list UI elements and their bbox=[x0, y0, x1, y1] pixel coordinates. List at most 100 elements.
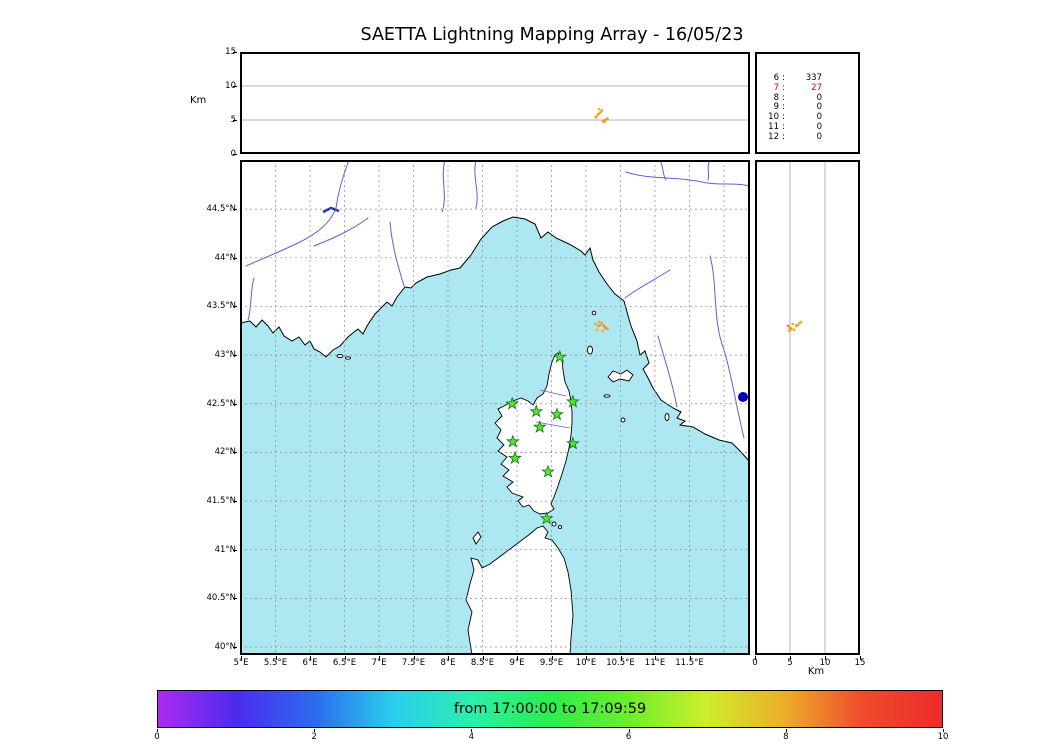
tick-mark bbox=[655, 656, 656, 660]
tick-mark bbox=[825, 656, 826, 660]
mediterranean-sea bbox=[240, 217, 750, 655]
lightning-source-dot bbox=[597, 324, 600, 328]
tick-mark bbox=[233, 403, 237, 405]
lightning-source-dot bbox=[597, 112, 600, 116]
map-border bbox=[240, 160, 750, 655]
lma-station-star bbox=[566, 394, 580, 408]
lightning-source-dot bbox=[791, 322, 795, 326]
lightning-source-dot bbox=[601, 329, 604, 333]
lightning-source-dot bbox=[796, 323, 800, 327]
tick-mark bbox=[241, 656, 242, 660]
lma-station-star bbox=[506, 434, 520, 448]
altitude-tick-label: 15 bbox=[225, 47, 236, 57]
lon-tick-label: 6°E bbox=[302, 658, 318, 668]
tick-mark bbox=[344, 656, 346, 660]
tick-mark bbox=[233, 257, 237, 259]
tick-mark bbox=[233, 598, 237, 600]
tick-mark bbox=[275, 656, 277, 660]
tick-mark bbox=[233, 452, 237, 454]
tick-mark bbox=[233, 501, 237, 503]
tick-mark bbox=[785, 729, 787, 732]
station-count-cell: : bbox=[782, 73, 785, 83]
lightning-source-dot bbox=[790, 327, 793, 331]
river-alpine-2 bbox=[474, 160, 478, 209]
lightning-source-dot bbox=[597, 320, 601, 324]
lma-station-star bbox=[550, 407, 564, 421]
station-count-cell: 10 bbox=[768, 112, 779, 123]
lma-station-star bbox=[541, 464, 555, 478]
sardinia-island bbox=[465, 525, 574, 655]
map-panel bbox=[240, 160, 750, 655]
lat-tick-label: 41.5°N bbox=[206, 496, 236, 507]
corsica-river-golo bbox=[539, 389, 567, 397]
altitude-vs-longitude-panel bbox=[240, 52, 750, 154]
lat-tick-label: 40.5°N bbox=[206, 593, 236, 604]
tick-mark bbox=[233, 120, 237, 121]
station-count-row: 12: 0 bbox=[757, 131, 858, 143]
station-count-cell: 0 bbox=[816, 92, 822, 103]
lightning-source-dot bbox=[595, 114, 599, 118]
lightning-source-dot bbox=[606, 327, 609, 331]
lon-tick-label: 10°E bbox=[575, 658, 597, 668]
tick-mark bbox=[790, 656, 791, 660]
map-gridlines bbox=[240, 160, 750, 655]
tick-mark bbox=[233, 355, 237, 357]
tick-mark bbox=[233, 647, 237, 648]
station-count-row: 7: 27 bbox=[757, 83, 858, 94]
time-colorbar: from 17:00:00 to 17:09:59 bbox=[157, 690, 943, 728]
tick-mark bbox=[471, 729, 473, 732]
lightning-source-dot bbox=[599, 111, 602, 114]
tick-mark bbox=[233, 154, 237, 155]
tick-mark bbox=[448, 656, 449, 660]
lon-tick-label: 8°E bbox=[440, 658, 456, 668]
station-count-cell: 0 bbox=[816, 131, 822, 142]
tick-mark bbox=[233, 209, 237, 211]
giglio-island bbox=[664, 413, 670, 421]
colorbar-tick-label: 4 bbox=[468, 732, 475, 742]
lightning-source-dot bbox=[792, 328, 796, 332]
lightning-source-dot bbox=[595, 328, 599, 332]
lon-tick-label: 11.5°E bbox=[675, 658, 704, 668]
station-count-row: 8: 0 bbox=[757, 92, 858, 104]
tick-mark bbox=[551, 656, 553, 660]
station-count-cell: 8 bbox=[773, 92, 779, 103]
tick-mark bbox=[482, 656, 484, 660]
panel-background bbox=[755, 160, 860, 655]
mainland-coastline bbox=[240, 216, 750, 463]
panel-border bbox=[755, 160, 860, 655]
right-altitude-tick-label: 10 bbox=[819, 658, 831, 668]
right-altitude-tick-label: 0 bbox=[752, 658, 758, 668]
tick-mark bbox=[413, 656, 415, 660]
colorbar-time-range-label: from 17:00:00 to 17:09:59 bbox=[453, 701, 647, 717]
station-count-cell: 0 bbox=[816, 102, 822, 113]
river-rhone-branch bbox=[247, 277, 255, 321]
altitude-vs-latitude-panel bbox=[755, 160, 860, 655]
lat-tick-label: 43°N bbox=[214, 350, 236, 361]
station-count-row: 11: 0 bbox=[757, 121, 858, 133]
station-count-cell: 0 bbox=[816, 121, 822, 132]
station-count-row: 9: 0 bbox=[757, 103, 858, 113]
lat-tick-label: 44.5°N bbox=[206, 204, 236, 215]
lightning-source-dot bbox=[787, 329, 791, 333]
lightning-source-dot bbox=[799, 320, 803, 324]
right-altitude-tick-label: 15 bbox=[854, 658, 866, 668]
tick-mark bbox=[755, 656, 756, 660]
station-count-cell: 9 bbox=[773, 102, 779, 113]
tick-mark bbox=[379, 656, 380, 660]
river-po bbox=[625, 171, 750, 187]
lma-station-star bbox=[508, 450, 522, 465]
lma-station-star bbox=[552, 349, 567, 363]
capraia-island bbox=[587, 345, 593, 355]
station-count-rows: 6: 337 7: 27 8: 0 9: 0 10: 0 11: 0 12: 0 bbox=[757, 73, 858, 143]
lake-bolsena bbox=[738, 392, 748, 402]
montecristo-island bbox=[620, 417, 626, 423]
river-ombrone bbox=[657, 335, 678, 408]
islands bbox=[336, 310, 670, 655]
lightning-source-dot bbox=[594, 322, 598, 326]
station-count-cell: 6 bbox=[773, 73, 779, 83]
lma-stations bbox=[505, 349, 580, 525]
lakes bbox=[322, 206, 748, 402]
lat-tick-label: 42.5°N bbox=[206, 398, 236, 409]
lat-tick-label: 42°N bbox=[214, 447, 236, 458]
station-count-row: 6: 337 bbox=[757, 73, 858, 84]
